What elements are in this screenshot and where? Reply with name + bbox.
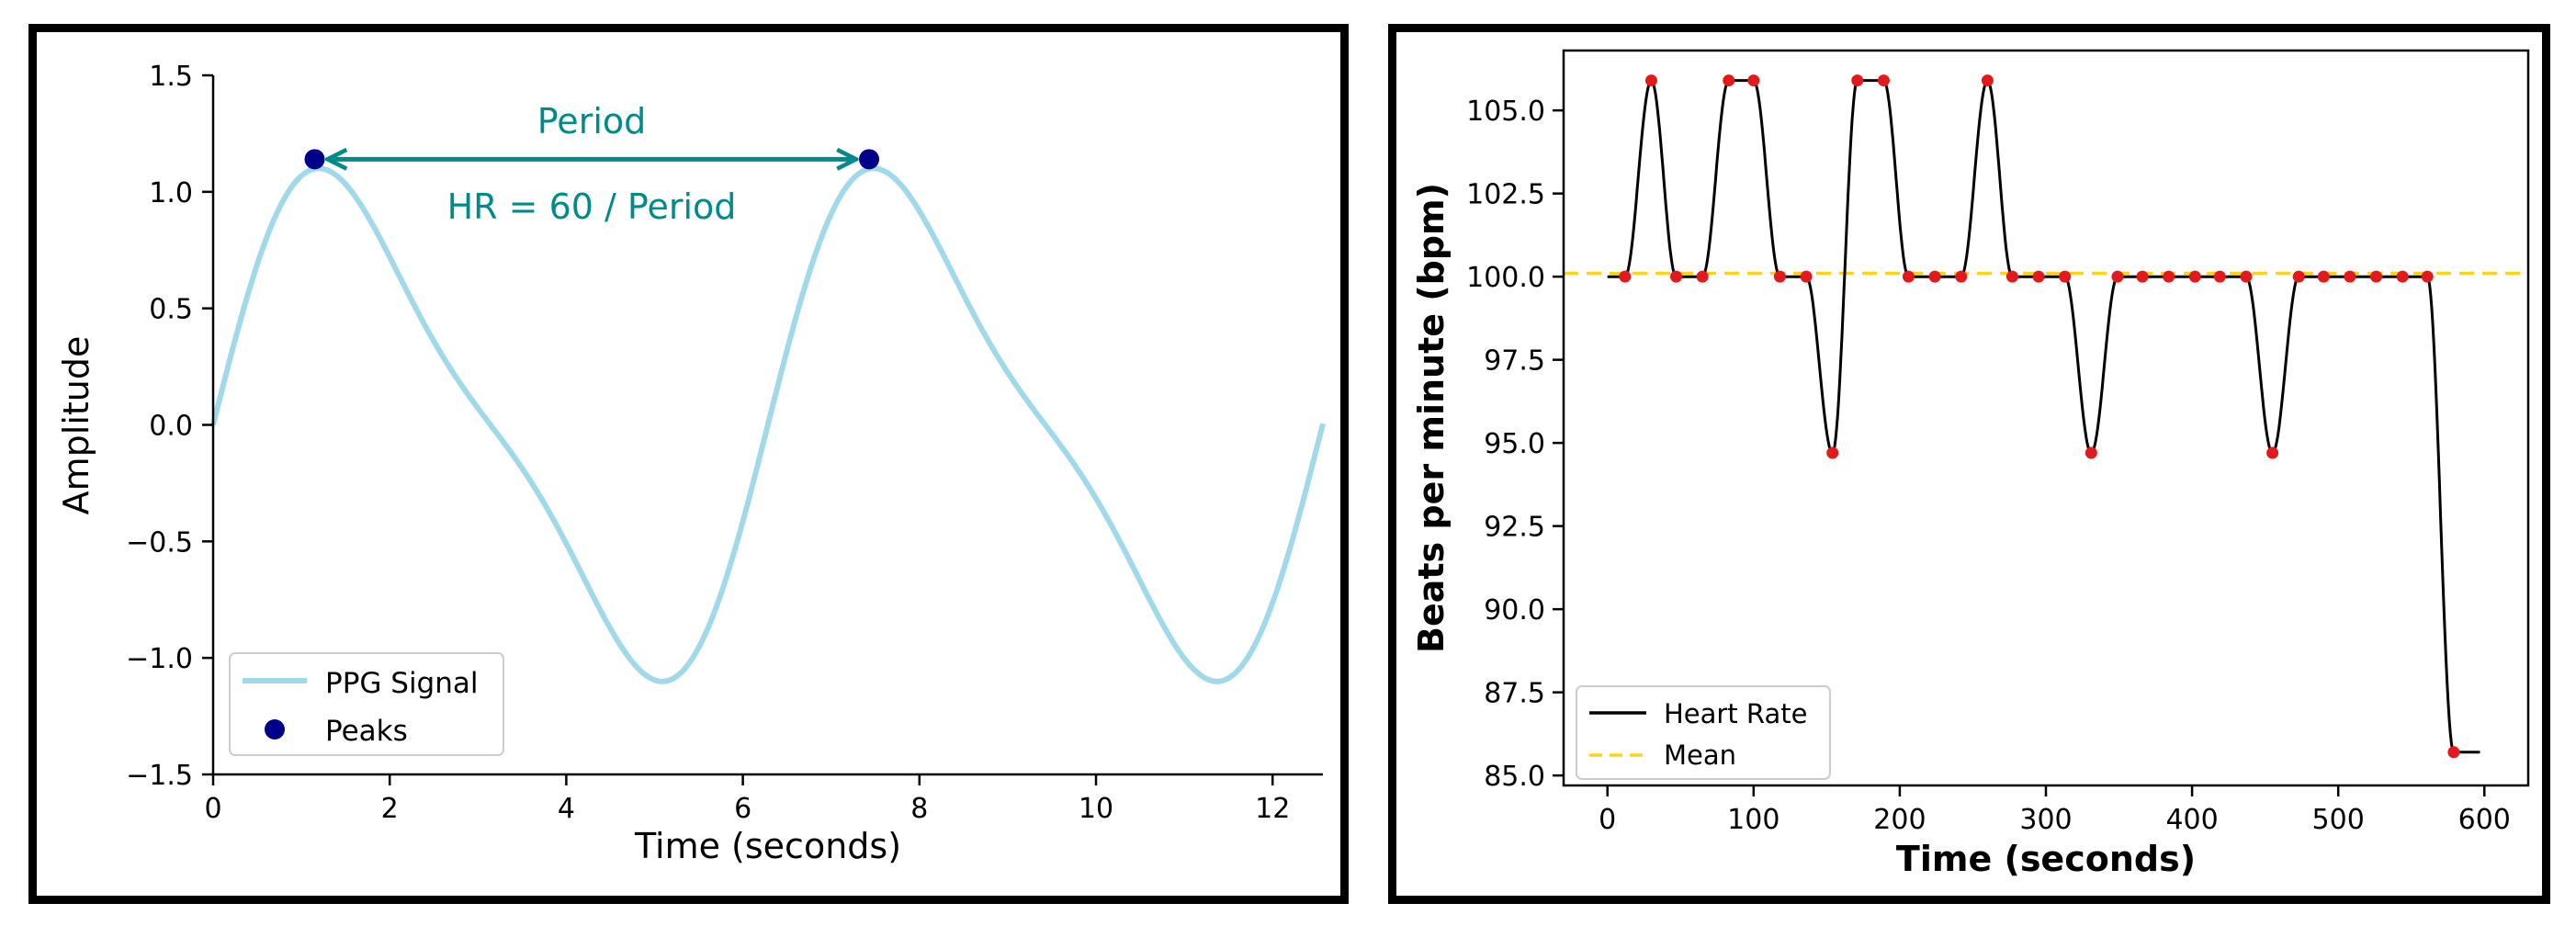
heart-rate-chart: 0 100 200 300 400 500 600 85.0 87.5 90.0 92.5 95.0… [1411, 49, 2530, 879]
peak-point-2 [859, 149, 880, 170]
beat-marker [2317, 270, 2330, 283]
hr-formula-annotation: HR = 60 / Period [447, 186, 737, 227]
beat-marker [2188, 270, 2201, 283]
left-x-tick-label: 12 [1255, 793, 1290, 825]
left-legend: PPG Signal Peaks [229, 652, 504, 756]
left-x-tick-label: 8 [910, 793, 928, 825]
left-y-tick-label: −0.5 [126, 526, 193, 559]
beat-marker [2163, 270, 2175, 283]
beat-marker [2085, 446, 2097, 459]
right-y-tick-label: 85.0 [1484, 761, 1545, 793]
right-y-tick-label: 92.5 [1484, 512, 1545, 544]
right-x-tick-label: 100 [1727, 804, 1779, 836]
left-x-axis-label: Time (seconds) [634, 826, 901, 866]
right-x-axis-label: Time (seconds) [1896, 839, 2196, 879]
legend-mean-label: Mean [1664, 740, 1736, 771]
beat-marker [2213, 270, 2226, 283]
left-y-axis-label: Amplitude [56, 336, 96, 515]
left-x-tick-label: 10 [1079, 793, 1113, 825]
right-x-tick-label: 400 [2165, 804, 2218, 836]
peak-point-1 [304, 149, 325, 170]
right-x-tick-label: 200 [1873, 804, 1926, 836]
beat-marker [2396, 270, 2409, 283]
right-y-tick-label: 100.0 [1466, 262, 1545, 294]
legend-peaks-swatch [265, 719, 285, 740]
ppg-chart: Period HR = 60 / Period 0 2 4 6 8 10 12 −1.5 −1… [56, 61, 1326, 866]
right-x-tick-label: 300 [2019, 804, 2072, 836]
left-x-tick-label: 0 [204, 793, 221, 825]
legend-peaks-label: Peaks [325, 715, 408, 748]
left-x-tick-label: 2 [381, 793, 399, 825]
beat-marker [1851, 74, 1864, 87]
beat-marker [1696, 270, 1709, 283]
right-plot-frame [1562, 49, 2530, 787]
beat-marker [2240, 270, 2253, 283]
right-y-tick-label: 102.5 [1466, 179, 1545, 211]
right-x-tick-label: 500 [2312, 804, 2365, 836]
beat-marker [2059, 270, 2072, 283]
left-x-tick-label: 4 [558, 793, 575, 825]
right-legend: Heart Rate Mean [1576, 685, 1831, 780]
beat-marker [2032, 270, 2045, 283]
beat-marker [2370, 270, 2383, 283]
ppg-chart-panel: Period HR = 60 / Period 0 2 4 6 8 10 12 −1.5 −1… [28, 24, 1349, 904]
right-y-tick-label: 95.0 [1484, 428, 1545, 460]
beat-marker [1619, 270, 1632, 283]
right-y-tick-label: 87.5 [1484, 678, 1545, 710]
beat-marker [1981, 74, 1994, 87]
legend-heart-rate-label: Heart Rate [1664, 698, 1807, 729]
left-y-tick-label: 0.5 [149, 294, 193, 326]
right-y-axis-label: Beats per minute (bpm) [1411, 183, 1452, 653]
beat-marker [2292, 270, 2305, 283]
beat-marker [1644, 74, 1657, 87]
beat-marker [1800, 270, 1813, 283]
right-x-tick-label: 600 [2458, 804, 2511, 836]
left-y-tick-label: 0.0 [149, 411, 193, 443]
beat-marker [1955, 270, 1968, 283]
beat-marker [2344, 270, 2356, 283]
beat-marker [2136, 270, 2149, 283]
right-y-tick-label: 90.0 [1484, 594, 1545, 627]
beat-marker [1723, 74, 1735, 87]
beat-marker [1670, 270, 1682, 283]
left-y-tick-label: 1.5 [149, 61, 193, 93]
left-y-tick-label: −1.0 [126, 643, 193, 675]
right-y-tick-label: 97.5 [1484, 345, 1545, 378]
period-annotation: Period [537, 101, 647, 141]
right-x-tick-label: 0 [1599, 804, 1616, 836]
left-y-tick-label: −1.5 [126, 760, 193, 792]
beat-marker [1902, 270, 1915, 283]
beat-marker [2421, 270, 2434, 283]
heart-rate-chart-panel: 0 100 200 300 400 500 600 85.0 87.5 90.0 92.5 95.0… [1388, 24, 2550, 904]
beat-marker [1826, 446, 1839, 459]
right-y-tick-label: 105.0 [1466, 96, 1545, 128]
beat-marker [1773, 270, 1786, 283]
left-x-tick-label: 6 [734, 793, 751, 825]
ppg-signal-line [210, 165, 1326, 684]
beat-marker [2266, 446, 2279, 459]
beat-marker [1877, 74, 1890, 87]
beat-marker [2005, 270, 2018, 283]
legend-ppg-label: PPG Signal [325, 667, 479, 700]
heart-rate-line [1607, 78, 2480, 754]
beat-marker [2447, 746, 2460, 759]
left-y-tick-label: 1.0 [149, 177, 193, 209]
beat-marker [1747, 74, 1760, 87]
beat-marker [2111, 270, 2124, 283]
beat-marker [1928, 270, 1941, 283]
